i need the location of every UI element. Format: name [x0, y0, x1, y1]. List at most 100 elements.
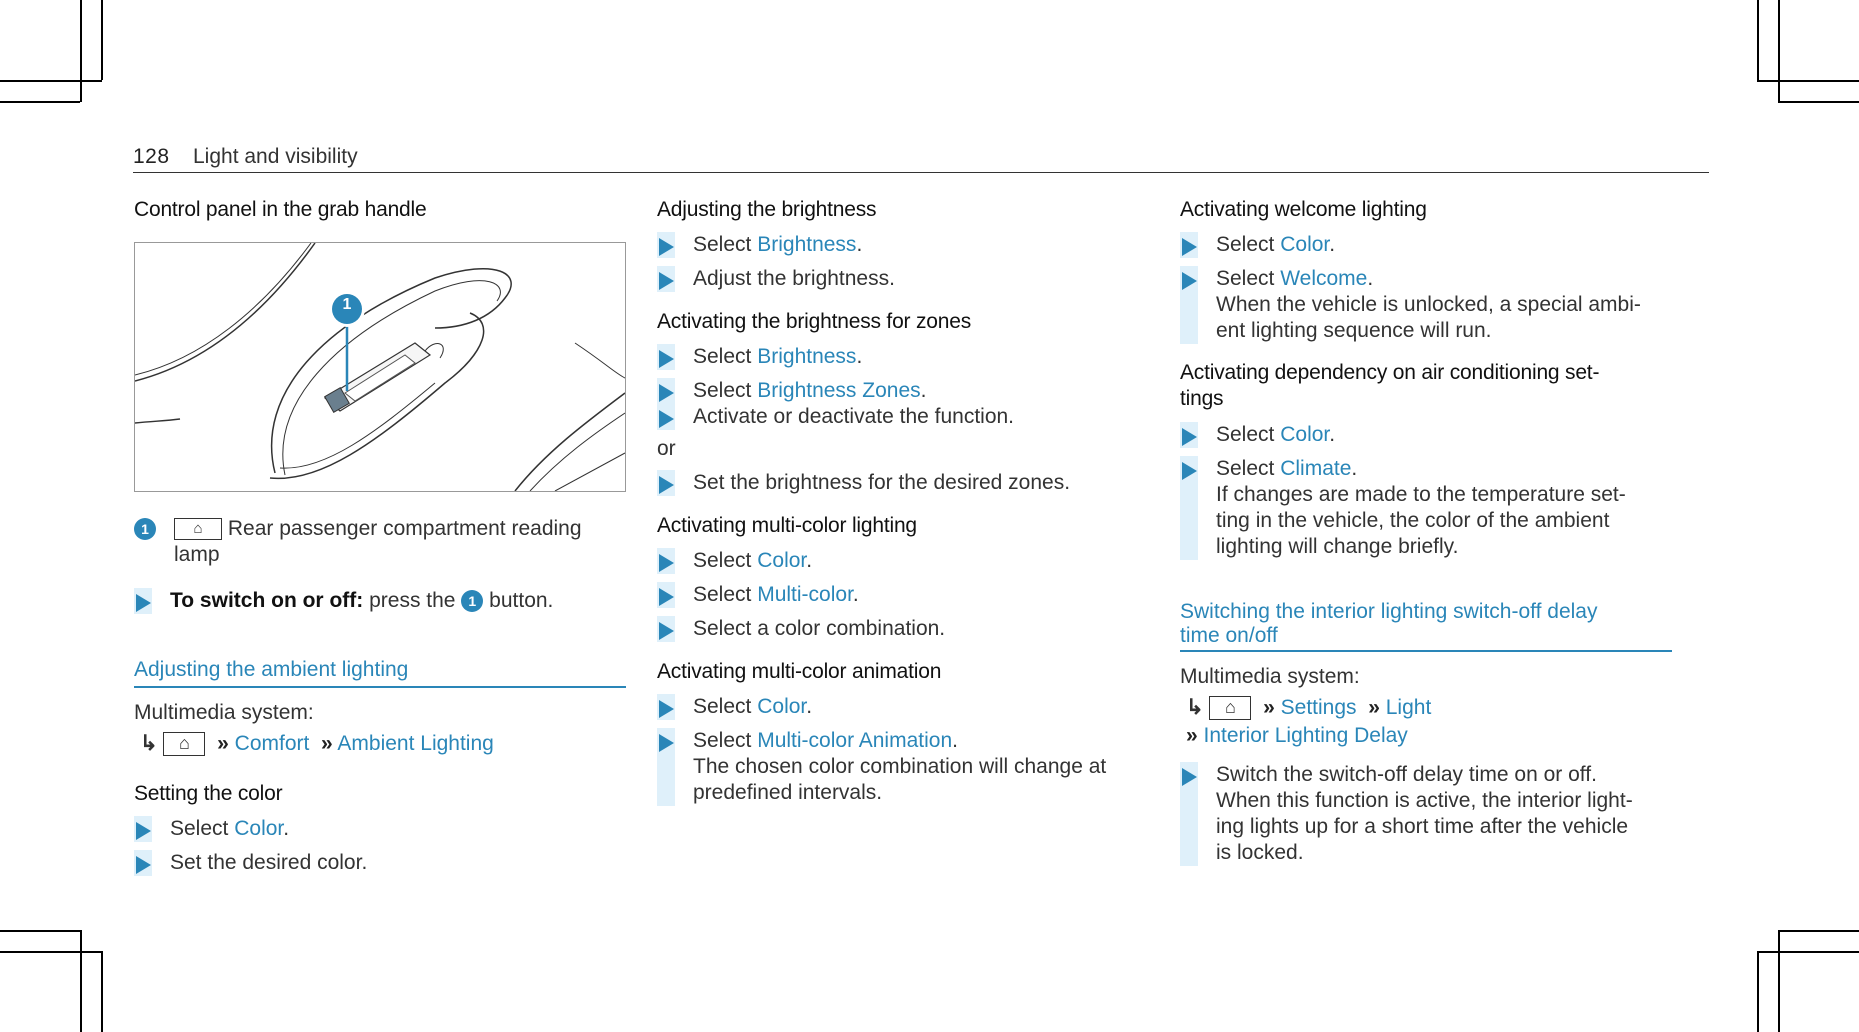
step-description: The chosen color combination will change…	[693, 755, 1107, 778]
column-1: Control panel in the grab handle 1 1	[134, 198, 626, 876]
step-text: Switch the switch-off delay time on or o…	[1216, 763, 1597, 786]
multimedia-label: Multimedia system:	[134, 701, 314, 724]
column-3: Activating welcome lighting Select Color…	[1180, 198, 1672, 866]
nav-settings[interactable]: Settings	[1280, 696, 1357, 719]
nav-light[interactable]: Light	[1385, 696, 1432, 719]
step: Select Color.	[1180, 422, 1672, 448]
step-arrow-icon	[1182, 272, 1197, 290]
multimedia-label: Multimedia system:	[1180, 665, 1360, 688]
section-title: Light and visibility	[193, 145, 358, 168]
step-arrow-icon	[1182, 428, 1197, 446]
ambient-heading: Adjusting the ambient lighting	[134, 656, 626, 688]
step-text: Select	[1216, 457, 1275, 480]
step-arrow-icon	[659, 700, 674, 718]
step-text: Select	[693, 729, 752, 752]
step-text: .	[1329, 233, 1336, 256]
nav-path: ↳ ⌂ » Comfort » Ambient Lighting	[134, 730, 626, 758]
step-text: .	[806, 549, 813, 572]
step-bar	[1180, 422, 1198, 448]
crop-mark	[0, 951, 102, 953]
double-chevron-icon: »	[1362, 696, 1380, 719]
crop-mark	[80, 0, 82, 102]
crop-mark	[1778, 0, 1780, 102]
step-text: Set the brightness for the desired zones…	[693, 471, 1071, 494]
step-arrow-icon	[659, 554, 674, 572]
heading-line: time on/off	[1180, 624, 1278, 647]
nav-interior-lighting-delay[interactable]: Interior Lighting Delay	[1203, 724, 1408, 747]
crop-mark	[1778, 930, 1780, 1032]
nav-ambient-lighting[interactable]: Ambient Lighting	[337, 732, 494, 755]
step-text: press the	[369, 589, 456, 612]
step: Select Brightness.	[657, 344, 1137, 370]
step: Select Welcome. When the vehicle is unlo…	[1180, 266, 1672, 344]
reading-lamp-icon: ⌂	[174, 518, 222, 541]
step-bar	[657, 582, 675, 608]
step-text: Adjust the brightness.	[693, 267, 895, 290]
menu-link[interactable]: Brightness Zones	[757, 379, 921, 402]
step-bar	[657, 728, 675, 806]
nav-comfort[interactable]: Comfort	[234, 732, 310, 755]
step-description: is locked.	[1216, 841, 1304, 864]
step-text: .	[852, 583, 859, 606]
menu-link[interactable]: Multi-color Animation	[757, 729, 953, 752]
or-text: or	[657, 437, 676, 460]
column-2: Adjusting the brightness Select Brightne…	[657, 198, 1137, 806]
menu-link[interactable]: Color	[757, 695, 807, 718]
step-bar	[657, 470, 675, 496]
section-heading: Activating the brightness for zones	[657, 310, 972, 333]
page-number: 128	[133, 145, 170, 168]
figure-legend: 1 ⌂ Rear passenger compartment reading l…	[134, 516, 626, 568]
step-bar	[657, 548, 675, 574]
crop-mark	[80, 930, 82, 1032]
step-text: .	[856, 345, 863, 368]
crop-mark	[1757, 80, 1859, 82]
crop-mark	[0, 101, 80, 103]
step-arrow-icon	[136, 594, 151, 612]
crop-mark	[101, 951, 103, 1032]
step-text: Select	[1216, 423, 1275, 446]
menu-link[interactable]: Brightness	[757, 345, 857, 368]
menu-link[interactable]: Color	[1280, 423, 1330, 446]
section-heading: Activating dependency on air conditionin…	[1180, 360, 1672, 412]
step-text: .	[1329, 423, 1336, 446]
step-bar	[657, 404, 675, 430]
menu-link[interactable]: Color	[1280, 233, 1330, 256]
home-icon[interactable]: ⌂	[1209, 696, 1252, 721]
menu-link[interactable]: Welcome	[1280, 267, 1368, 290]
section-heading: Control panel in the grab handle	[134, 198, 427, 221]
step-description: If changes are made to the temperature s…	[1216, 483, 1626, 506]
home-icon[interactable]: ⌂	[163, 732, 206, 757]
legend-badge: 1	[134, 518, 156, 540]
step: Select Brightness.	[657, 232, 1137, 258]
switchoff-heading: Switching the interior lighting switch-o…	[1180, 600, 1672, 652]
menu-link[interactable]: Color	[234, 817, 284, 840]
step-description: lighting will change briefly.	[1216, 535, 1459, 558]
crop-mark	[1757, 951, 1759, 1032]
step-text: Select	[170, 817, 229, 840]
step-bar	[1180, 762, 1198, 866]
crop-mark	[1778, 101, 1859, 103]
step: Adjust the brightness.	[657, 266, 1137, 292]
heading-line: Switching the interior lighting switch-o…	[1180, 600, 1598, 623]
menu-link[interactable]: Color	[757, 549, 807, 572]
menu-link[interactable]: Multi-color	[757, 583, 853, 606]
menu-link[interactable]: Brightness	[757, 233, 857, 256]
step: Select Brightness Zones.	[657, 378, 1137, 430]
step-description: ting in the vehicle, the color of the am…	[1216, 509, 1610, 532]
menu-link[interactable]: Climate	[1280, 457, 1352, 480]
step-text: Select	[693, 583, 752, 606]
step-text: Select	[693, 379, 752, 402]
step-text: Select	[693, 695, 752, 718]
step-text: Select	[693, 549, 752, 572]
step: Select a color combination.	[657, 616, 1137, 642]
crop-mark	[1778, 930, 1859, 932]
step-description: When this function is active, the interi…	[1216, 789, 1633, 812]
step-description: ent lighting sequence will run.	[1216, 319, 1492, 342]
step-text: .	[283, 817, 290, 840]
step-bar	[657, 232, 675, 258]
step-text: .	[952, 729, 958, 752]
step-description: When the vehicle is unlocked, a special …	[1216, 293, 1641, 316]
step: Set the desired color.	[134, 850, 626, 876]
step: Select Color.	[657, 548, 1137, 574]
step-text: Select	[1216, 267, 1275, 290]
